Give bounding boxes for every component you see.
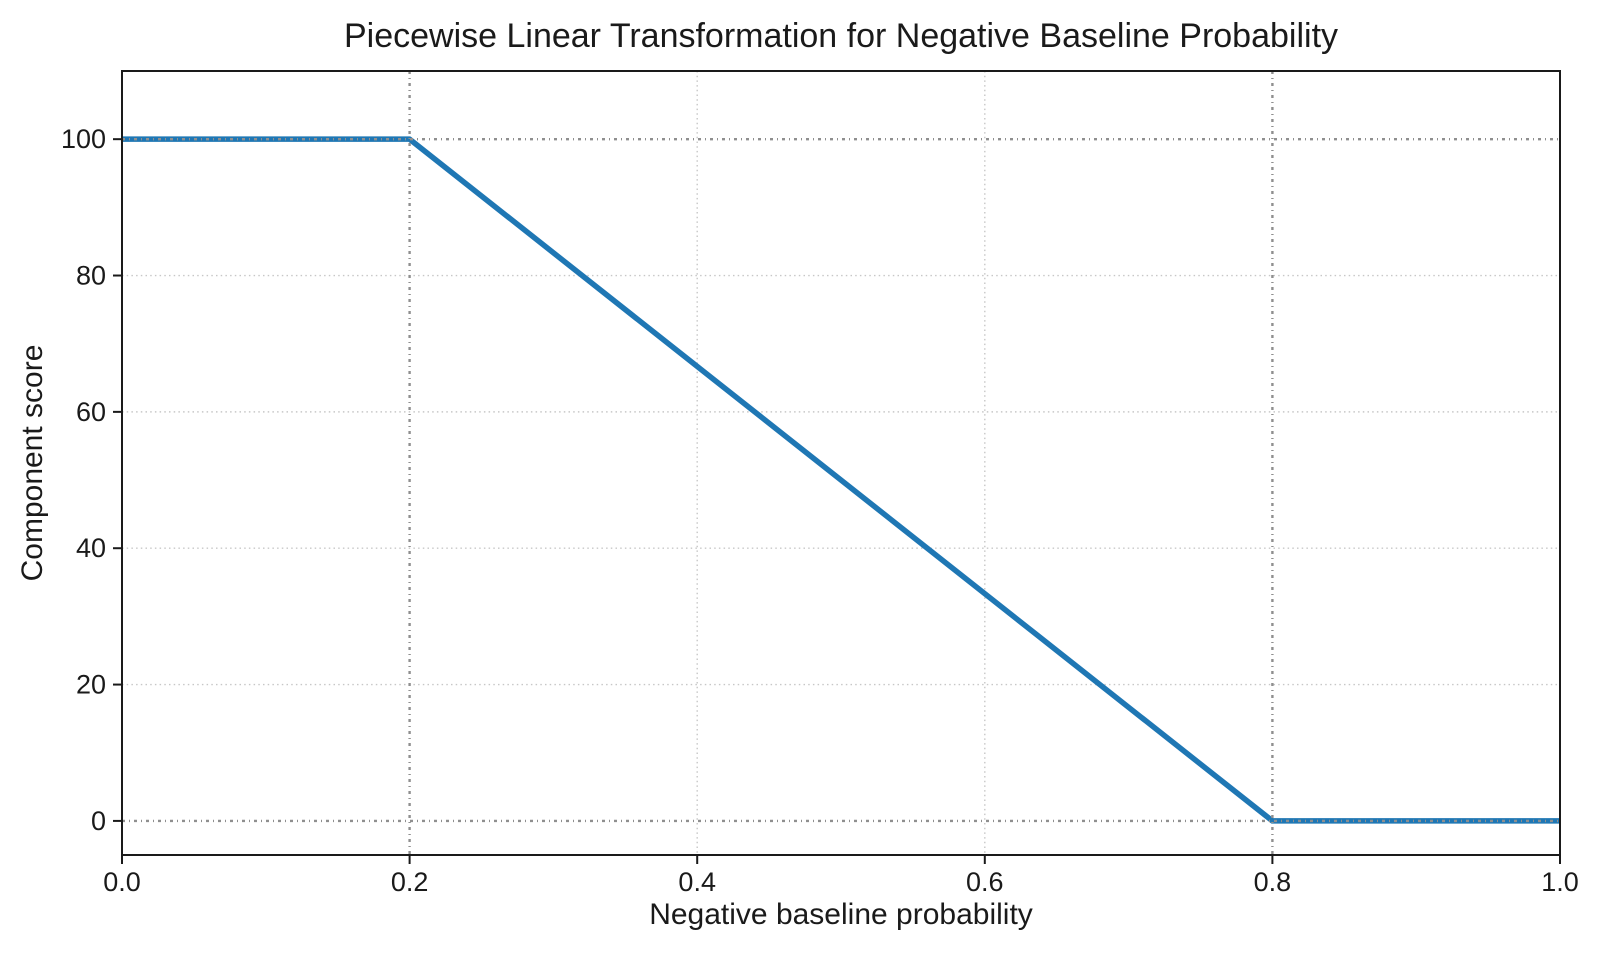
tick-labels-layer: 0.0 0.2 0.4 0.6 0.8 1.0 0 20 40 60 80 100	[61, 124, 1579, 897]
x-tick-label: 0.6	[966, 867, 1004, 897]
reference-lines-layer	[122, 71, 1560, 855]
x-axis-label: Negative baseline probability	[649, 898, 1033, 931]
series-line	[122, 136, 1560, 824]
y-tick-label: 80	[76, 261, 106, 291]
y-tick-label: 100	[61, 124, 106, 154]
x-tick-label: 0.4	[678, 867, 716, 897]
chart-title: Piecewise Linear Transformation for Nega…	[344, 17, 1338, 55]
y-axis-label: Component score	[16, 345, 49, 582]
x-tick-label: 1.0	[1541, 867, 1579, 897]
grid-layer	[122, 71, 1560, 855]
x-tick-label: 0.8	[1254, 867, 1292, 897]
x-tick-label: 0.2	[391, 867, 429, 897]
x-tick-label: 0.0	[103, 867, 141, 897]
plot-border	[121, 70, 1561, 856]
y-tick-label: 0	[91, 806, 106, 836]
y-tick-label: 20	[76, 670, 106, 700]
y-tick-label: 60	[76, 397, 106, 427]
axes-layer	[113, 70, 1561, 864]
y-tick-label: 40	[76, 533, 106, 563]
series-layer	[122, 136, 1560, 824]
